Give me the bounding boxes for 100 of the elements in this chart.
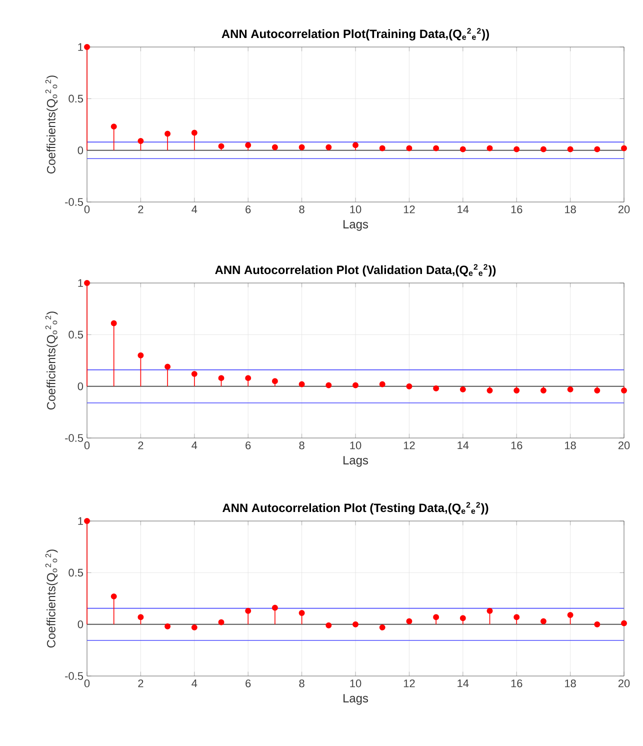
point <box>567 386 574 392</box>
point <box>164 130 171 137</box>
x-tick-label: 8 <box>299 206 304 214</box>
point <box>379 145 386 152</box>
x-axis-title: Lags <box>344 456 368 467</box>
x-tick-label: 18 <box>565 680 576 688</box>
x-tick-label: 12 <box>404 442 415 450</box>
point <box>406 383 412 390</box>
point <box>191 624 198 630</box>
point <box>138 352 144 358</box>
x-tick-label: 20 <box>618 680 630 688</box>
y-tick-label: 1 <box>78 517 83 525</box>
point <box>110 320 117 326</box>
point <box>621 387 627 394</box>
point <box>460 146 466 152</box>
x-tick-label: 0 <box>84 442 90 450</box>
x-tick-label: 8 <box>299 680 304 688</box>
x-tick-label: 14 <box>458 206 469 214</box>
x-tick-label: 6 <box>246 442 251 450</box>
point <box>110 124 117 130</box>
point <box>460 386 466 392</box>
x-tick-label: 8 <box>299 442 304 450</box>
point <box>298 144 305 150</box>
point <box>164 623 171 630</box>
x-tick-label: 14 <box>458 680 469 688</box>
point <box>540 618 546 624</box>
x-tick-label: 20 <box>618 206 630 214</box>
x-tick-label: 12 <box>404 680 415 688</box>
x-tick-label: 10 <box>350 680 362 688</box>
point <box>326 622 332 628</box>
point <box>567 612 574 618</box>
x-tick-label: 0 <box>84 680 90 688</box>
point <box>326 144 332 150</box>
x-tick-label: 16 <box>511 680 522 688</box>
point <box>138 138 144 144</box>
point <box>540 146 546 152</box>
y-tick-label: 0.5 <box>68 330 84 339</box>
point <box>191 370 198 377</box>
point <box>460 615 466 622</box>
point <box>110 593 117 600</box>
x-tick-label: 14 <box>458 442 469 450</box>
point <box>352 382 358 388</box>
point <box>272 604 278 611</box>
point <box>433 385 440 392</box>
y-tick-label: -0.5 <box>65 672 84 680</box>
y-tick-label: 1 <box>78 43 83 51</box>
point <box>540 387 546 394</box>
point <box>272 378 278 384</box>
x-tick-label: 2 <box>138 206 144 214</box>
x-tick-label: 4 <box>192 206 198 214</box>
point <box>84 280 90 286</box>
point <box>218 143 224 150</box>
point <box>245 142 252 148</box>
point <box>406 145 412 152</box>
point <box>245 375 252 382</box>
x-tick-label: 6 <box>246 680 251 688</box>
y-tick-label: 0 <box>78 620 84 628</box>
x-tick-label: 16 <box>511 206 522 214</box>
point <box>245 608 252 614</box>
point <box>379 624 386 630</box>
x-axis-title: Lags <box>344 220 368 231</box>
x-tick-label: 18 <box>565 442 576 450</box>
x-tick-label: 0 <box>84 206 90 214</box>
y-tick-label: -0.5 <box>65 434 84 442</box>
y-tick-label: 0.5 <box>68 94 84 103</box>
x-tick-label: 2 <box>138 442 144 450</box>
x-tick-label: 10 <box>350 206 362 214</box>
x-tick-label: 20 <box>618 442 630 450</box>
point <box>218 619 224 626</box>
point <box>298 610 305 616</box>
point <box>191 130 198 136</box>
y-tick-label: 0.5 <box>68 568 84 577</box>
point <box>433 614 440 620</box>
point <box>164 364 171 370</box>
y-tick-label: 0 <box>78 146 84 154</box>
x-axis-title: Lags <box>344 694 368 705</box>
point <box>352 142 358 148</box>
point <box>486 387 493 394</box>
point <box>433 145 440 152</box>
x-tick-label: 4 <box>192 680 198 688</box>
point <box>272 144 278 150</box>
point <box>84 44 90 50</box>
y-tick-label: -0.5 <box>65 198 84 206</box>
point <box>514 614 520 620</box>
x-tick-label: 16 <box>511 442 522 450</box>
point <box>567 146 574 152</box>
x-tick-label: 10 <box>350 442 362 450</box>
point <box>621 620 627 626</box>
point <box>326 382 332 388</box>
y-tick-label: 1 <box>78 279 83 287</box>
point <box>352 621 358 628</box>
x-tick-label: 6 <box>246 206 251 214</box>
x-tick-label: 12 <box>404 206 415 214</box>
point <box>138 614 144 620</box>
x-tick-label: 18 <box>565 206 576 214</box>
x-tick-label: 4 <box>192 442 198 450</box>
point <box>486 145 493 152</box>
point <box>486 608 493 614</box>
point <box>218 375 224 382</box>
point <box>594 146 600 152</box>
